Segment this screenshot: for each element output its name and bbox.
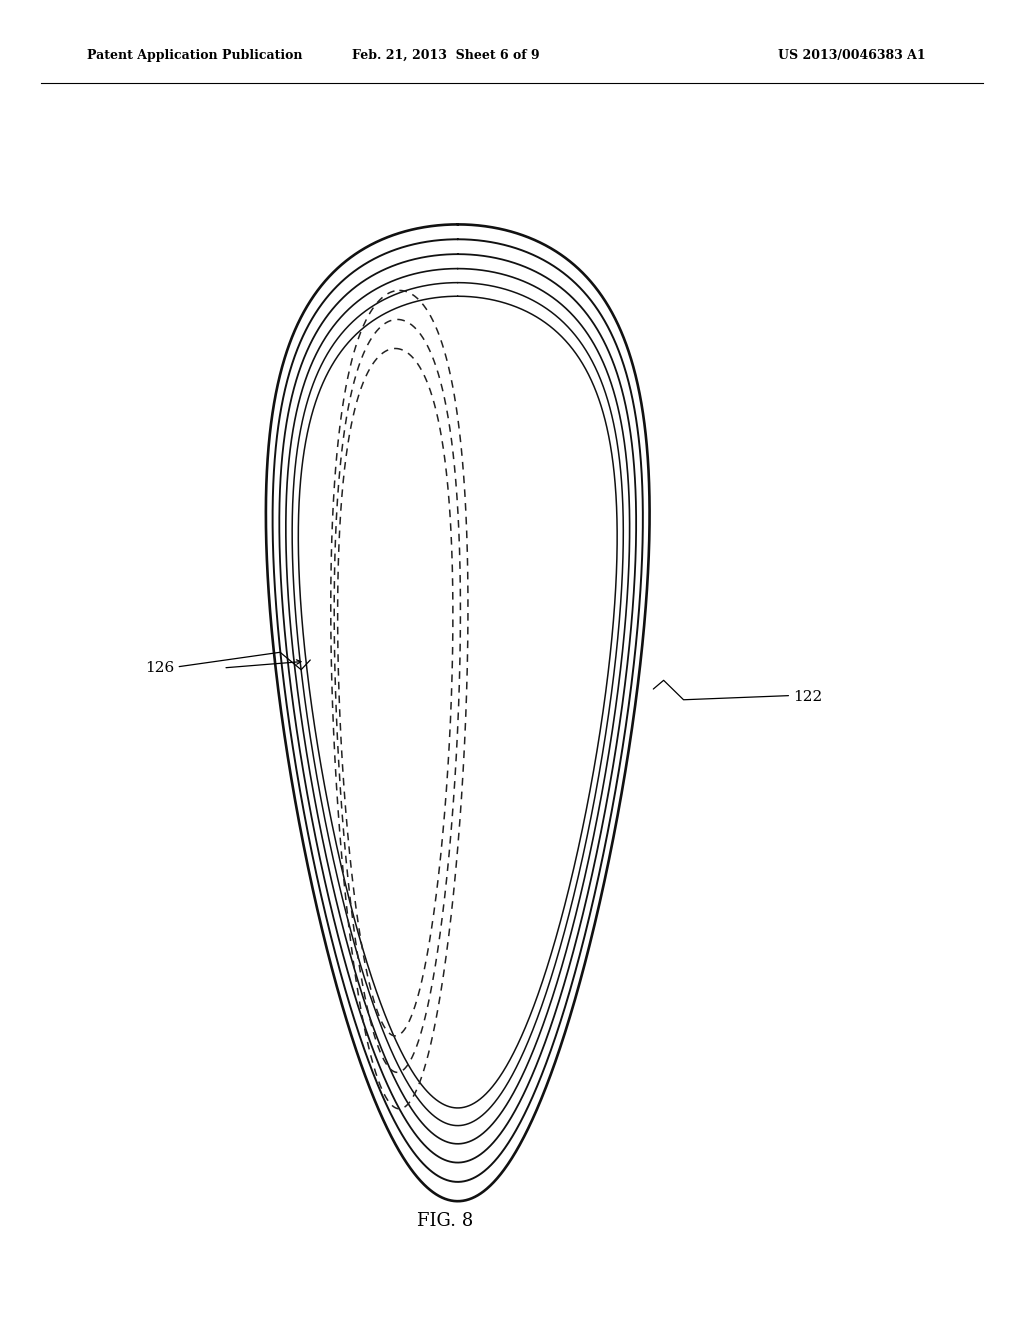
Text: FIG. 8: FIG. 8 xyxy=(418,1212,473,1230)
Text: US 2013/0046383 A1: US 2013/0046383 A1 xyxy=(778,49,926,62)
Text: Patent Application Publication: Patent Application Publication xyxy=(87,49,302,62)
Text: 126: 126 xyxy=(144,661,174,675)
Text: 122: 122 xyxy=(794,690,823,704)
Text: Feb. 21, 2013  Sheet 6 of 9: Feb. 21, 2013 Sheet 6 of 9 xyxy=(351,49,540,62)
